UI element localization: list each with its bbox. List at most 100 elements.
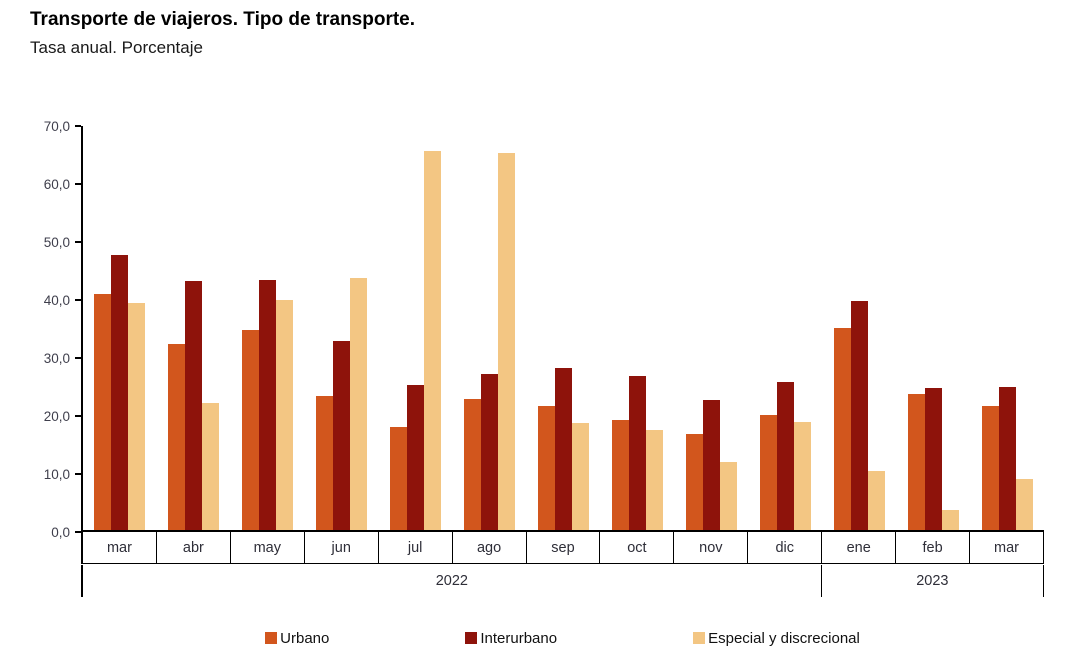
y-tick: 0,0: [51, 524, 81, 540]
y-tick-mark: [75, 473, 81, 475]
legend-label: Urbano: [280, 629, 330, 647]
bar-group-dic: [748, 126, 822, 530]
bar: [498, 152, 516, 530]
y-tick: 20,0: [44, 408, 81, 424]
month-cell: nov: [674, 532, 749, 563]
bar: [702, 400, 720, 530]
legend-label: Interurbano: [480, 629, 558, 647]
month-cell: may: [231, 532, 305, 563]
bar: [611, 419, 629, 530]
month-cell: mar: [970, 532, 1044, 563]
bar: [1015, 479, 1033, 530]
y-tick: 30,0: [44, 350, 81, 366]
bar: [407, 384, 425, 530]
y-tick: 60,0: [44, 176, 81, 192]
bar-group-ene: [822, 126, 896, 530]
y-tick-label: 20,0: [43, 408, 70, 424]
y-tick: 50,0: [44, 234, 81, 250]
bar-group-nov: [674, 126, 748, 530]
bar: [168, 343, 186, 530]
y-tick-mark: [75, 183, 81, 185]
bar: [128, 302, 146, 530]
y-tick-label: 0,0: [51, 524, 70, 540]
bar: [628, 376, 646, 530]
y-axis: 70,0 60,0 50,0 40,0 30,0 20,0 10,0 0,0: [0, 119, 81, 540]
legend-item: Interurbano: [465, 630, 557, 647]
bar: [981, 405, 999, 530]
month-cell: oct: [600, 532, 675, 563]
bar-group-oct: [600, 126, 674, 530]
bar: [316, 396, 334, 530]
month-cell: sep: [527, 532, 601, 563]
bar: [793, 422, 811, 530]
y-tick-mark: [75, 241, 81, 243]
month-cell: dic: [748, 532, 823, 563]
bar: [645, 430, 663, 530]
bar: [907, 393, 925, 530]
y-tick-mark: [75, 299, 81, 301]
bar-group-abr: [157, 126, 231, 530]
year-cell: 2022: [83, 565, 822, 597]
y-tick-mark: [75, 531, 81, 533]
month-cell: mar: [83, 532, 157, 563]
bar: [850, 301, 868, 530]
legend-swatch: [693, 632, 706, 644]
bar: [185, 281, 203, 530]
bar-group-may: [231, 126, 305, 530]
chart-subtitle: Tasa anual. Porcentaje: [30, 38, 203, 57]
bar: [685, 434, 703, 530]
year-cell: 2023: [822, 565, 1044, 597]
bar: [941, 509, 959, 530]
x-axis-year-row: 2022 2023: [81, 565, 1044, 597]
bar: [94, 293, 112, 530]
bar: [481, 374, 499, 530]
bar: [350, 278, 368, 530]
bar-group-mar: [83, 126, 157, 530]
legend-item: Urbano: [265, 630, 329, 647]
y-tick-label: 50,0: [43, 234, 70, 250]
bar-group-feb: [896, 126, 970, 530]
bar-group-jul: [379, 126, 453, 530]
month-cell: ago: [453, 532, 527, 563]
legend-label: Especial y discrecional: [708, 629, 860, 647]
bar: [259, 279, 277, 530]
bar: [571, 423, 589, 530]
y-tick-label: 60,0: [43, 176, 70, 192]
legend-swatch: [465, 632, 478, 644]
y-tick: 40,0: [44, 292, 81, 308]
month-cell: abr: [157, 532, 231, 563]
bar-group-sep: [527, 126, 601, 530]
bar: [242, 329, 260, 530]
bar: [867, 471, 885, 530]
bar: [276, 300, 294, 530]
bar: [424, 150, 442, 530]
bar: [464, 399, 482, 530]
y-tick: 70,0: [44, 118, 81, 134]
y-tick-label: 40,0: [43, 292, 70, 308]
y-tick-mark: [75, 125, 81, 127]
y-tick-label: 10,0: [43, 466, 70, 482]
bar-group-ago: [453, 126, 527, 530]
month-cell: jul: [379, 532, 453, 563]
month-cell: jun: [305, 532, 379, 563]
bar-group-jun: [305, 126, 379, 530]
legend-swatch: [265, 632, 278, 644]
bar-group-mar: [970, 126, 1044, 530]
bar: [333, 341, 351, 530]
bar: [554, 367, 572, 530]
bar: [537, 405, 555, 530]
y-tick-label: 30,0: [43, 350, 70, 366]
legend-item: Especial y discrecional: [693, 630, 860, 647]
chart-title: Transporte de viajeros. Tipo de transpor…: [30, 9, 416, 30]
bar: [998, 387, 1016, 530]
y-tick-label: 70,0: [43, 118, 70, 134]
x-axis-month-row: mar abr may jun jul ago sep oct nov dic ene feb mar: [81, 532, 1044, 564]
month-cell: feb: [896, 532, 971, 563]
y-tick-mark: [75, 415, 81, 417]
bar: [202, 403, 220, 530]
bar: [759, 414, 777, 530]
bar: [776, 381, 794, 530]
bar: [390, 426, 408, 530]
month-cell: ene: [822, 532, 897, 563]
bar: [111, 255, 129, 530]
